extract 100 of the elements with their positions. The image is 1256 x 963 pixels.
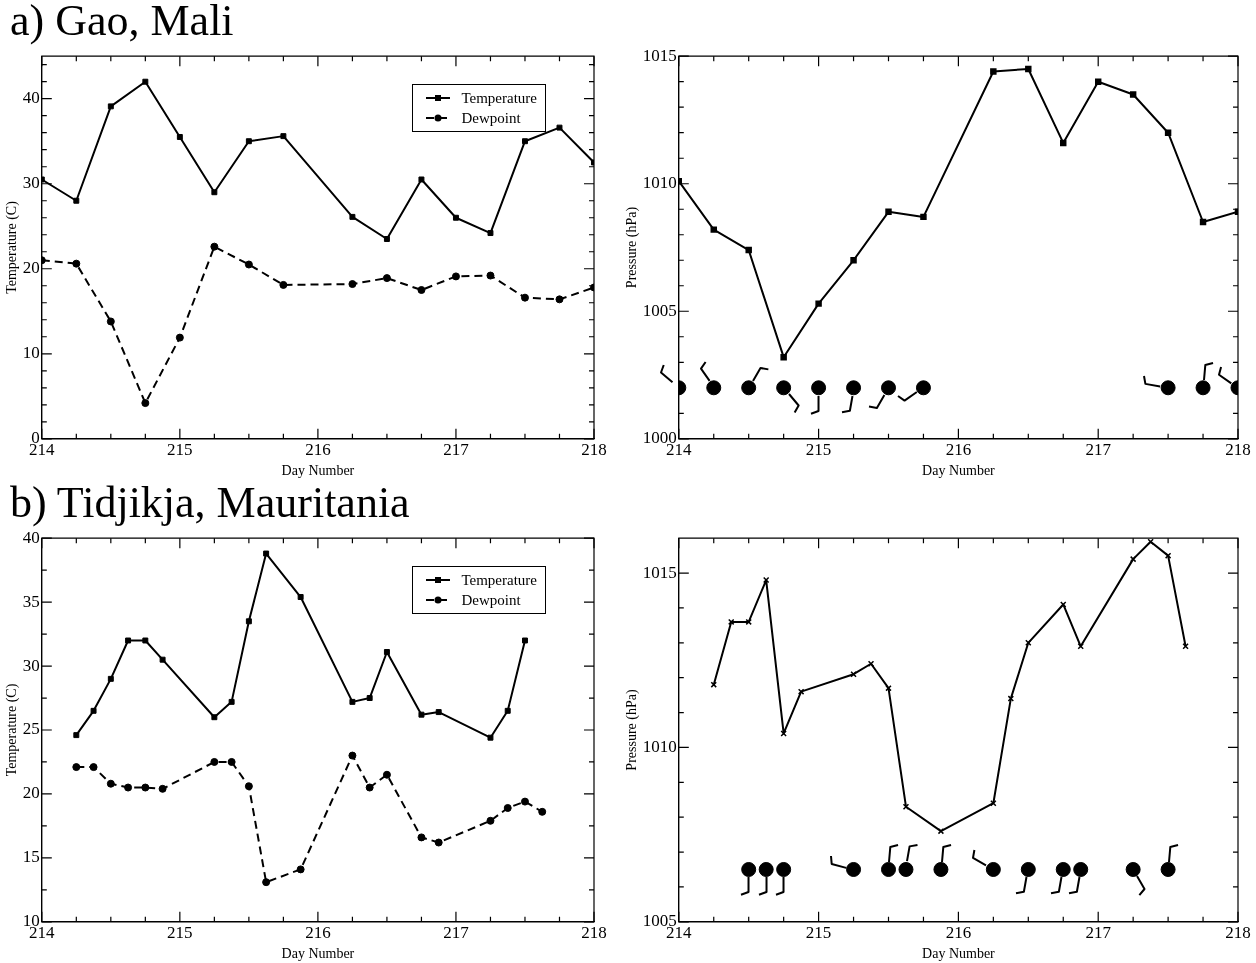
point (1077, 643, 1084, 650)
point (90, 707, 97, 714)
y-tick-label: 1010 (642, 173, 677, 193)
point (141, 399, 150, 408)
point (279, 280, 288, 289)
point (228, 698, 235, 705)
point (73, 197, 80, 204)
point (522, 637, 528, 644)
point (522, 138, 528, 145)
point (1195, 380, 1211, 396)
x-tick-label: 215 (167, 923, 193, 943)
y-axis-title: Pressure (hPa) (624, 689, 641, 771)
point (1129, 91, 1137, 98)
point (89, 763, 98, 772)
point (210, 242, 219, 251)
point (72, 259, 81, 268)
point (244, 782, 253, 791)
y-tick-label: 40 (22, 527, 40, 547)
point (811, 380, 827, 396)
point (710, 226, 717, 233)
point (1060, 139, 1067, 147)
x-tick-label: 216 (945, 440, 972, 460)
point (1129, 555, 1137, 563)
point (211, 714, 218, 721)
y-tick-label: 20 (22, 783, 40, 803)
legend-label: Temperature (461, 571, 537, 591)
x-tick-label: 217 (443, 923, 470, 943)
legend-label: Temperature (461, 89, 537, 109)
point (1160, 380, 1176, 396)
point (176, 134, 183, 140)
x-tick-label: 215 (805, 440, 832, 460)
point (758, 861, 774, 877)
point (210, 757, 219, 766)
y-tick-label: 30 (22, 173, 40, 193)
x-tick-label: 218 (1225, 923, 1251, 943)
point (1125, 861, 1141, 877)
point (487, 734, 494, 741)
point (520, 293, 529, 302)
point (349, 213, 356, 220)
point (124, 783, 133, 792)
point (106, 779, 115, 788)
point (815, 300, 822, 307)
y-tick-label: 1015 (642, 45, 677, 65)
point (741, 861, 757, 877)
point (141, 783, 150, 792)
x-tick-label: 217 (1085, 923, 1112, 943)
x-tick-label: 216 (305, 923, 331, 943)
x-tick-label: 215 (167, 440, 193, 460)
point (383, 236, 390, 242)
point (486, 816, 495, 825)
point (741, 380, 757, 396)
point (706, 380, 722, 396)
point (503, 804, 512, 812)
point (159, 656, 166, 663)
point (452, 214, 459, 221)
y-tick-label: 20 (22, 258, 40, 278)
point (73, 732, 80, 739)
point (366, 695, 373, 702)
legend-label: Dewpoint (461, 109, 521, 129)
y-tick-label: 40 (22, 88, 40, 108)
point (937, 827, 945, 835)
x-tick-label: 216 (945, 923, 972, 943)
point (850, 257, 857, 264)
point (245, 618, 252, 625)
point (745, 246, 752, 254)
point (486, 271, 495, 280)
point (556, 124, 563, 131)
point (263, 550, 270, 557)
point (538, 807, 547, 816)
point (434, 838, 443, 847)
point (504, 707, 511, 714)
point (365, 783, 374, 792)
point (142, 78, 149, 85)
point (780, 353, 787, 361)
point (1020, 861, 1036, 877)
point (417, 286, 426, 295)
x-axis-title: Day Number (281, 946, 355, 962)
y-tick-label: 1005 (642, 300, 677, 320)
point (555, 295, 564, 304)
point (349, 698, 356, 705)
point (418, 176, 425, 183)
y-axis-title: Temperature (C) (4, 200, 21, 294)
point (487, 230, 494, 237)
x-tick-label: 218 (1225, 440, 1251, 460)
point (158, 784, 167, 793)
point (1160, 861, 1176, 877)
point (348, 280, 357, 289)
point (990, 68, 997, 75)
point (297, 594, 304, 600)
point (244, 260, 253, 269)
x-tick-label: 216 (305, 440, 331, 460)
x-axis-title: Day Number (922, 946, 996, 962)
x-tick-label: 215 (805, 923, 832, 943)
point (382, 770, 391, 779)
x-axis-title: Day Number (922, 463, 996, 479)
point (227, 757, 236, 766)
point (435, 709, 442, 716)
point (933, 861, 949, 877)
chart-title: a) Gao, Mali (10, 0, 234, 45)
y-tick-label: 30 (22, 655, 40, 675)
